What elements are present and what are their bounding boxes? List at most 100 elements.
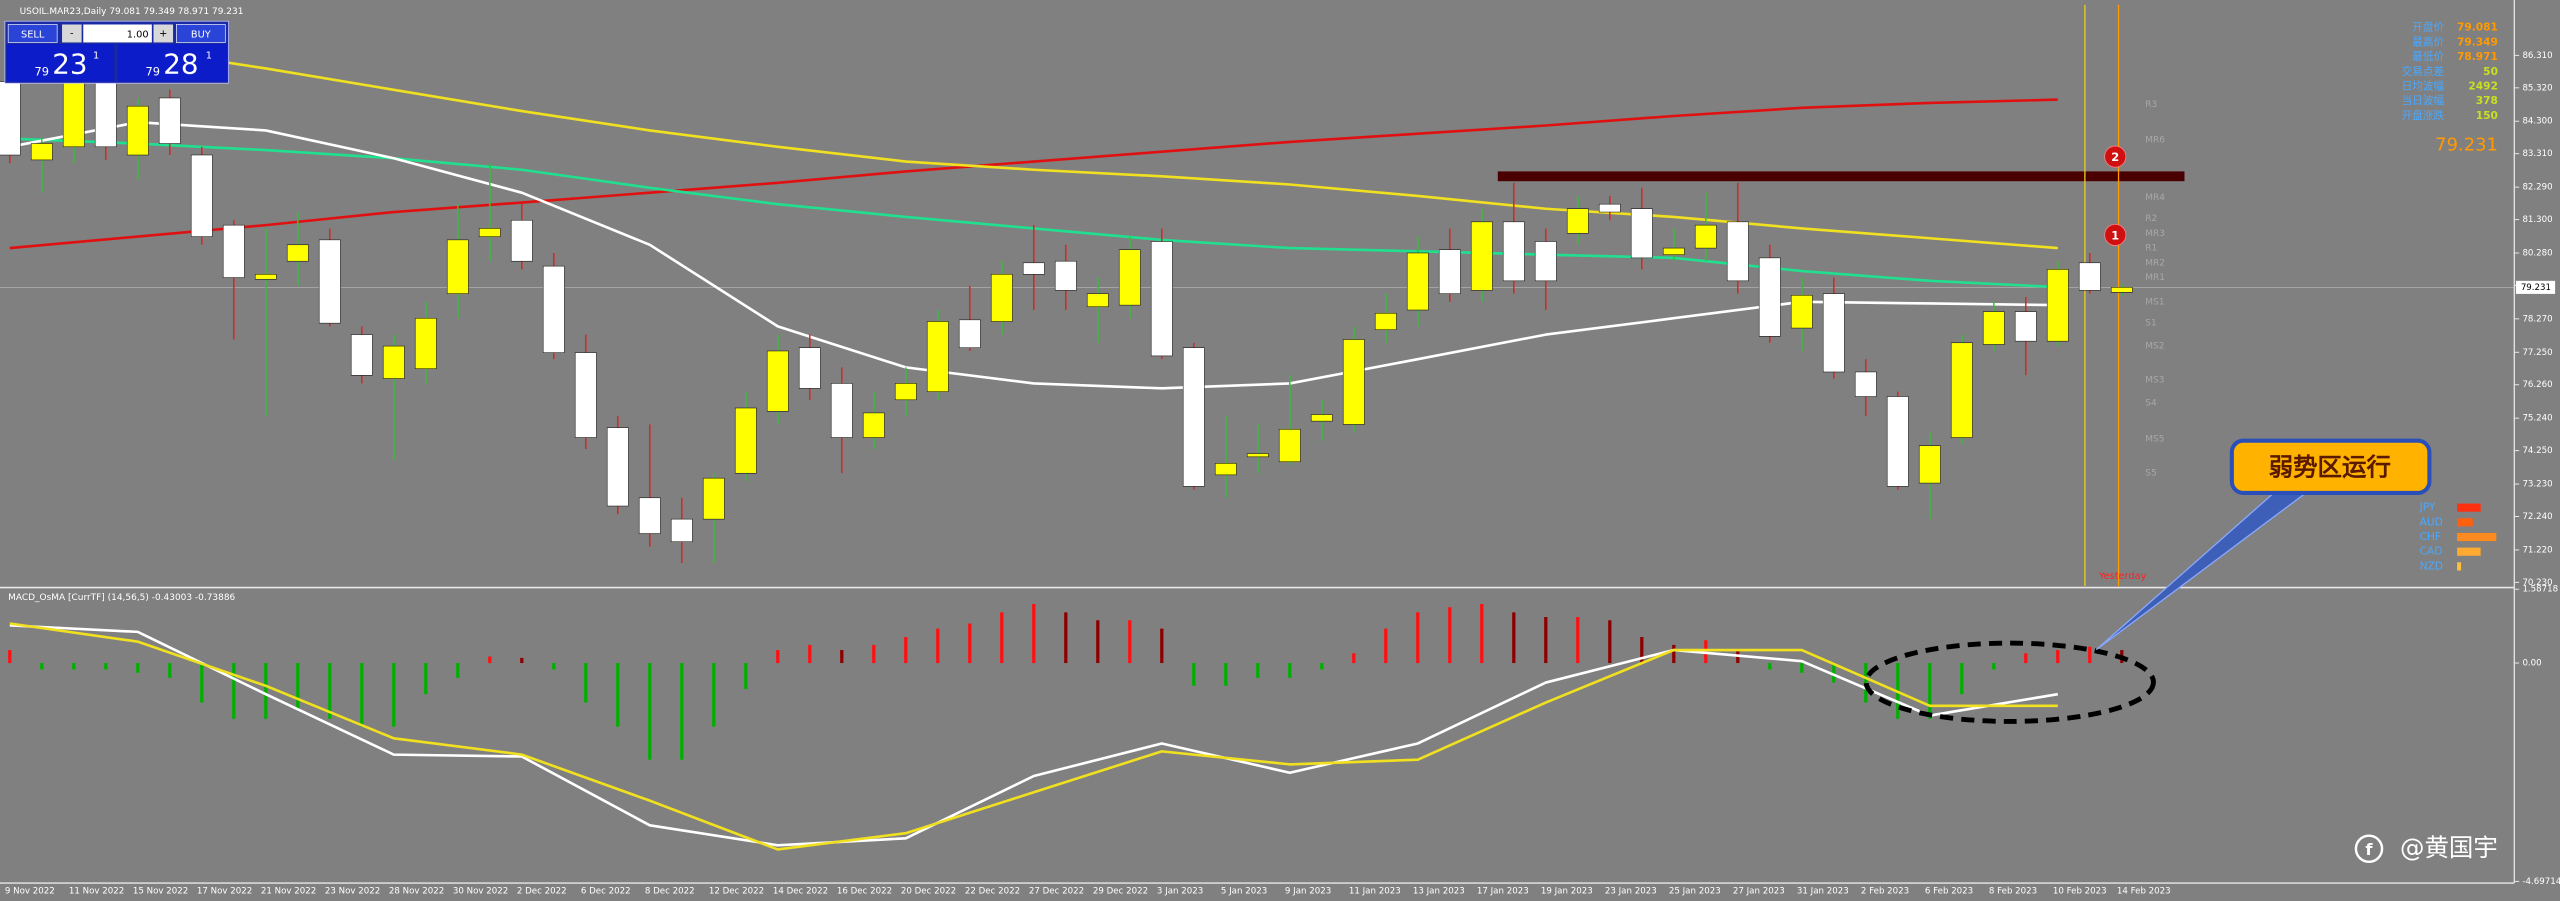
candle-body — [766, 350, 789, 412]
strength-bar — [2457, 547, 2481, 556]
candle-body — [1022, 262, 1045, 275]
candle-body — [574, 352, 597, 438]
info-value: 79.349 — [2457, 35, 2498, 48]
last-price-tag: 79.231 — [2521, 283, 2551, 293]
histogram-bar — [1864, 663, 1868, 703]
histogram-bar — [712, 663, 716, 727]
trade-panel: SELL - 1.00 + BUY 79 23 1 79 28 1 — [4, 20, 229, 84]
buy-price-box[interactable] — [117, 44, 227, 82]
histogram-bar — [1256, 663, 1260, 678]
resistance-zone — [1497, 171, 2185, 182]
histogram-bar — [1192, 663, 1196, 686]
candle-body — [702, 477, 725, 520]
histogram-bar — [1832, 663, 1836, 683]
candle-body — [1886, 396, 1909, 487]
y-tick-label: 75.240 — [2522, 414, 2552, 424]
candle-body — [1630, 208, 1653, 259]
pivot-label: R3 — [2145, 100, 2157, 110]
signal-marker — [2104, 223, 2127, 246]
pivot-label: S1 — [2145, 319, 2156, 329]
candle-body — [62, 78, 85, 148]
buy-button[interactable] — [176, 24, 226, 43]
histogram-bar — [648, 663, 652, 760]
info-value: 78.971 — [2457, 50, 2498, 63]
y-tick-label: 85.320 — [2522, 83, 2552, 93]
histogram-bar — [1960, 663, 1964, 695]
x-tick-label: 29 Dec 2022 — [1093, 887, 1148, 897]
histogram-bar — [680, 663, 684, 760]
x-tick-label: 10 Feb 2023 — [2053, 887, 2107, 897]
info-label: 开盘涨跌 — [2402, 109, 2445, 122]
histogram-bar — [200, 663, 204, 703]
histogram-bar — [2088, 646, 2092, 664]
currency-label: JPY — [2419, 501, 2436, 514]
indicator-line — [9, 98, 2058, 250]
watermark: f @黄国宇 — [2354, 833, 2498, 864]
y-tick-label: 71.220 — [2522, 545, 2552, 555]
buy-price-big: 28 — [163, 47, 198, 80]
pivot-label: R2 — [2145, 214, 2157, 224]
sell-button[interactable] — [7, 24, 58, 43]
info-value: 79.081 — [2457, 21, 2498, 34]
candle-body — [0, 81, 21, 156]
histogram-bar — [488, 656, 492, 664]
histogram-bar — [1160, 628, 1164, 664]
histogram-bar — [872, 644, 876, 664]
lot-field[interactable] — [83, 24, 152, 43]
y-tick-label: 82.290 — [2522, 183, 2552, 193]
histogram-bar — [456, 663, 460, 678]
histogram-bar — [8, 650, 12, 664]
histogram-bar — [1640, 636, 1644, 664]
info-label: 当日波幅 — [2402, 94, 2445, 107]
signal-marker — [2104, 145, 2127, 168]
indicator-line — [9, 622, 2058, 851]
histogram-bar — [904, 636, 908, 664]
histogram-bar — [2056, 650, 2060, 664]
candle-body — [1118, 249, 1141, 306]
histogram-bar — [72, 663, 76, 670]
candle-body — [478, 228, 501, 237]
y-tick-label: 0.00 — [2522, 659, 2541, 669]
candle-body — [94, 73, 117, 148]
histogram-bar — [1928, 663, 1932, 719]
sell-price-box[interactable] — [6, 44, 115, 82]
x-tick-label: 2 Feb 2023 — [1861, 887, 1909, 897]
info-panel: 开盘价 79.081 最高价 79.349 最低价 78.971 交易点差 50 日均波幅 249… — [2402, 21, 2498, 156]
info-value: 378 — [2476, 94, 2498, 107]
candle-body — [1662, 247, 1685, 255]
x-tick-label: 11 Jan 2023 — [1349, 887, 1401, 897]
lot-minus[interactable] — [62, 24, 82, 43]
pivot-label: R1 — [2145, 244, 2157, 254]
y-tick-label: -4.69714 — [2522, 877, 2560, 887]
candle-body — [638, 497, 661, 534]
candle-body — [1726, 221, 1749, 282]
info-price: 79.231 — [2435, 134, 2498, 155]
sell-price-big: 23 — [52, 47, 87, 80]
lot-value: 1.00 — [127, 29, 149, 40]
candle-body — [862, 412, 885, 438]
callout: 弱势区运行 — [1863, 438, 2432, 724]
y-tick-label: 74.250 — [2522, 446, 2552, 456]
y-tick-label: 78.270 — [2522, 314, 2552, 324]
histogram-bar — [1032, 603, 1036, 664]
candle-body — [414, 317, 437, 369]
candle-body — [830, 383, 853, 438]
candle-body — [1822, 293, 1845, 373]
y-tick-label: 70.230 — [2522, 578, 2552, 588]
y-tick-label: 1.58718 — [2522, 585, 2558, 595]
histogram-bar — [1064, 612, 1068, 664]
candle-body — [126, 105, 149, 156]
y-tick-label: 86.310 — [2522, 51, 2552, 61]
x-tick-label: 6 Feb 2023 — [1925, 887, 1973, 897]
strength-bar — [2457, 503, 2481, 512]
candle-body — [1598, 203, 1621, 213]
candle-body — [222, 224, 245, 278]
candle-body — [1278, 429, 1301, 463]
x-tick-label: 11 Nov 2022 — [69, 887, 124, 897]
x-tick-label: 3 Jan 2023 — [1157, 887, 1203, 897]
y-tick-label: 72.240 — [2522, 512, 2552, 522]
histogram-bar — [584, 663, 588, 703]
lot-plus[interactable] — [153, 24, 174, 43]
candle-body — [318, 239, 341, 324]
lot-minus-label: - — [70, 28, 74, 39]
